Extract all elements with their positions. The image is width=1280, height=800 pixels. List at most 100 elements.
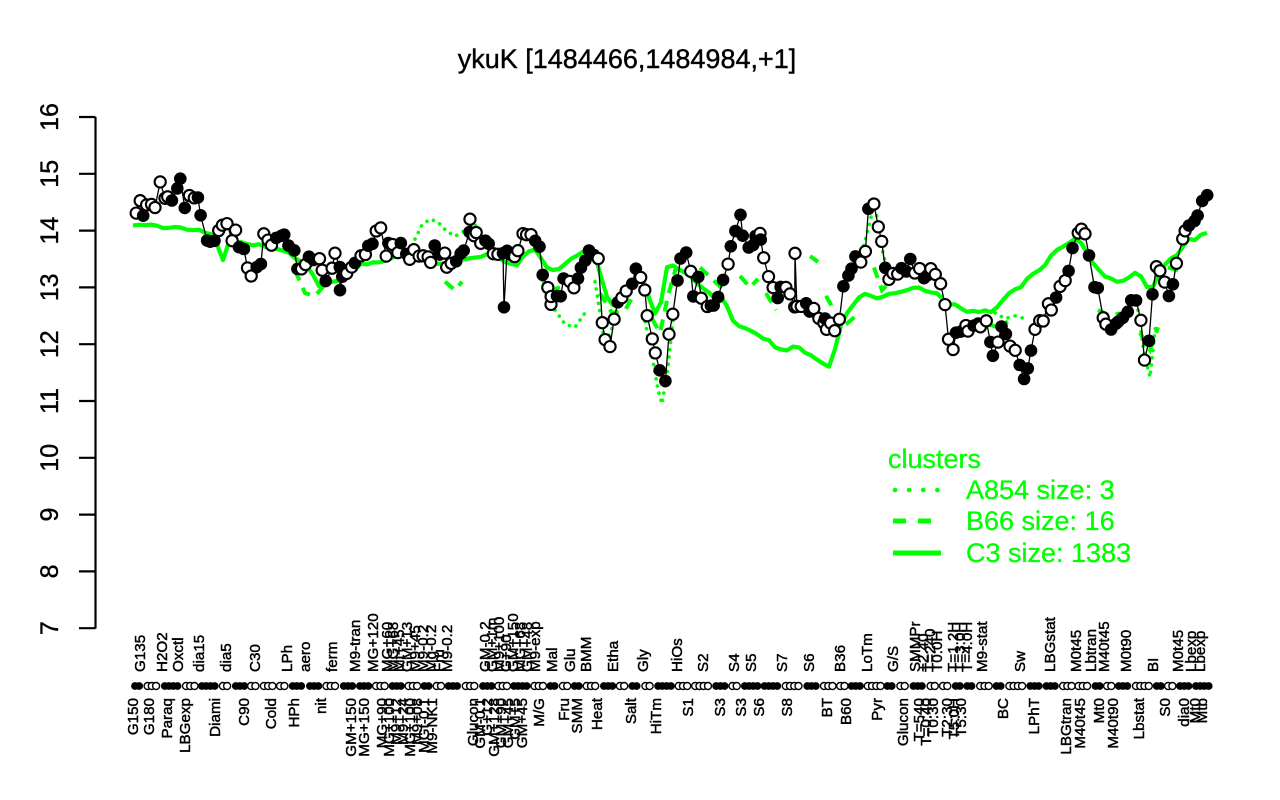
svg-text:BT: BT xyxy=(819,698,836,717)
svg-text:MG+100: MG+100 xyxy=(381,698,398,757)
svg-text:MG+90: MG+90 xyxy=(374,698,391,748)
svg-text:Fru: Fru xyxy=(431,649,448,672)
svg-text:Mg-0.2: Mg-0.2 xyxy=(423,625,440,672)
svg-text:T=240: T=240 xyxy=(922,629,939,673)
svg-text:Heat: Heat xyxy=(589,697,606,730)
svg-text:BMM: BMM xyxy=(578,637,595,672)
svg-text:12: 12 xyxy=(36,330,64,358)
svg-text:S6: S6 xyxy=(751,698,768,717)
svg-text:Glu: Glu xyxy=(562,648,579,672)
svg-text:M9-tran: M9-tran xyxy=(347,620,364,672)
svg-text:clusters: clusters xyxy=(888,444,981,474)
svg-text:T=540: T=540 xyxy=(911,698,928,742)
svg-text:S3: S3 xyxy=(733,698,750,717)
svg-text:SMM: SMM xyxy=(569,698,586,733)
svg-text:M9-NK1: M9-NK1 xyxy=(424,698,441,754)
svg-text:M9+24: M9+24 xyxy=(395,698,412,745)
svg-text:dia5: dia5 xyxy=(218,643,235,672)
svg-text:M9+12: M9+12 xyxy=(388,698,405,745)
svg-text:T0:30: T0:30 xyxy=(925,698,942,737)
svg-text:14: 14 xyxy=(36,217,64,245)
svg-text:13: 13 xyxy=(36,273,64,301)
svg-text:G+90: G+90 xyxy=(498,634,515,672)
svg-text:A854 size: 3: A854 size: 3 xyxy=(966,475,1115,505)
svg-text:MG+100: MG+100 xyxy=(402,698,419,757)
svg-text:8: 8 xyxy=(36,564,64,578)
svg-text:16: 16 xyxy=(36,103,64,131)
svg-text:Lbstat: Lbstat xyxy=(1131,697,1148,739)
svg-text:nit: nit xyxy=(313,697,330,714)
svg-text:Diami: Diami xyxy=(207,698,224,737)
svg-text:LBGstat: LBGstat xyxy=(1042,616,1059,672)
svg-text:GM+150: GM+150 xyxy=(343,698,360,757)
svg-text:M9+100: M9+100 xyxy=(491,617,508,672)
svg-text:Mal: Mal xyxy=(544,648,561,672)
svg-text:Mtb: Mtb xyxy=(1194,698,1211,723)
svg-text:G/S: G/S xyxy=(885,646,902,672)
svg-text:T5:0H: T5:0H xyxy=(946,698,963,739)
svg-text:Lbexp: Lbexp xyxy=(1183,631,1200,672)
svg-text:B60: B60 xyxy=(838,698,855,725)
svg-text:M40t90: M40t90 xyxy=(1105,698,1122,749)
svg-text:11: 11 xyxy=(36,388,64,414)
svg-text:T=1.2H: T=1.2H xyxy=(945,622,962,672)
svg-text:C30: C30 xyxy=(247,644,264,672)
svg-text:S8: S8 xyxy=(779,698,796,717)
svg-text:HPh: HPh xyxy=(286,698,303,728)
svg-text:ykuK [1484466,1484984,+1]: ykuK [1484466,1484984,+1] xyxy=(458,44,797,74)
svg-text:G135: G135 xyxy=(132,635,149,672)
svg-text:GM+90: GM+90 xyxy=(493,698,510,748)
svg-text:dia15: dia15 xyxy=(191,635,208,672)
svg-text:Salt: Salt xyxy=(623,697,640,724)
svg-text:Mt+45: Mt+45 xyxy=(391,629,408,672)
svg-text:S5: S5 xyxy=(743,653,760,672)
svg-text:Fru: Fru xyxy=(556,698,573,721)
svg-text:GM+45: GM+45 xyxy=(514,698,531,748)
svg-text:C3 size: 1383: C3 size: 1383 xyxy=(966,538,1131,568)
svg-text:M9-stat: M9-stat xyxy=(974,621,991,672)
svg-text:7: 7 xyxy=(36,621,64,635)
svg-text:MGt-0.1: MGt-0.1 xyxy=(416,698,433,753)
svg-text:GM+13: GM+13 xyxy=(399,622,416,672)
svg-text:BI: BI xyxy=(1145,658,1162,672)
svg-text:Pyr: Pyr xyxy=(869,698,886,721)
svg-text:M9-0.2: M9-0.2 xyxy=(415,625,432,672)
svg-text:MG+60: MG+60 xyxy=(379,622,396,672)
svg-text:LPhT: LPhT xyxy=(1026,698,1043,734)
svg-text:GM+128: GM+128 xyxy=(486,698,503,757)
svg-text:S2: S2 xyxy=(695,653,712,672)
svg-text:aero: aero xyxy=(297,642,314,672)
svg-text:Oxctl: Oxctl xyxy=(170,637,187,672)
svg-text:dia0: dia0 xyxy=(1176,698,1193,727)
svg-text:M0t45: M0t45 xyxy=(1068,630,1085,672)
svg-text:Paraq: Paraq xyxy=(159,698,176,739)
svg-text:15: 15 xyxy=(36,160,64,188)
svg-text:M40t45: M40t45 xyxy=(1072,698,1089,749)
svg-text:LPh: LPh xyxy=(279,645,296,672)
svg-text:GM-0.2: GM-0.2 xyxy=(477,621,494,672)
svg-text:9: 9 xyxy=(36,508,64,522)
svg-text:T=3.0H: T=3.0H xyxy=(952,622,969,672)
svg-text:M9-0.2: M9-0.2 xyxy=(439,625,456,672)
svg-text:B36: B36 xyxy=(832,645,849,672)
svg-text:S4: S4 xyxy=(726,653,743,672)
svg-text:MG+150: MG+150 xyxy=(356,698,373,757)
svg-text:B66 size: 16: B66 size: 16 xyxy=(966,506,1115,536)
svg-text:GM-0.1: GM-0.1 xyxy=(472,698,489,749)
svg-text:Mt0: Mt0 xyxy=(1187,698,1204,723)
svg-text:Gly: Gly xyxy=(635,649,652,672)
svg-text:LBGtran: LBGtran xyxy=(1058,698,1075,755)
svg-text:Etha: Etha xyxy=(605,640,622,672)
svg-text:Glucon: Glucon xyxy=(895,698,912,746)
svg-text:LBGexp: LBGexp xyxy=(177,698,194,753)
svg-text:S3: S3 xyxy=(712,698,729,717)
svg-text:ferm: ferm xyxy=(324,642,341,672)
svg-text:G180: G180 xyxy=(141,698,158,735)
svg-text:T2:30: T2:30 xyxy=(939,698,956,737)
svg-text:M40t45: M40t45 xyxy=(1096,621,1113,672)
svg-text:M/G: M/G xyxy=(531,698,548,727)
svg-text:T5:30: T5:30 xyxy=(953,698,970,737)
svg-text:HiOs: HiOs xyxy=(669,638,686,672)
svg-text:M0t45: M0t45 xyxy=(1170,630,1187,672)
svg-text:M9+08: M9+08 xyxy=(409,698,426,745)
